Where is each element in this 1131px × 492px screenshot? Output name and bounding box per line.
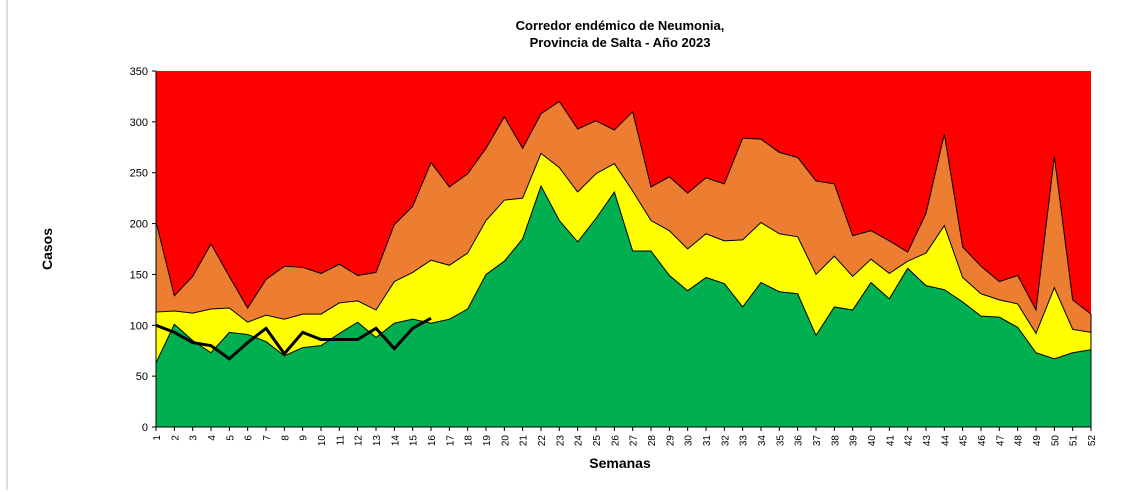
chart-title-line: Provincia de Salta - Año 2023 <box>530 35 711 50</box>
x-tick-label: 3 <box>189 435 200 441</box>
x-tick-label: 18 <box>464 435 475 447</box>
x-tick-label: 49 <box>1032 435 1043 447</box>
x-tick-label: 25 <box>592 435 603 447</box>
x-tick-label: 38 <box>830 435 841 447</box>
x-tick-label: 2 <box>170 435 181 441</box>
x-tick-label: 31 <box>702 435 713 447</box>
x-tick-label: 30 <box>684 435 695 447</box>
x-tick-label: 33 <box>739 435 750 447</box>
chart-title-line: Corredor endémico de Neumonia, <box>516 18 725 33</box>
x-tick-label: 52 <box>1087 435 1098 447</box>
x-tick-label: 6 <box>244 435 255 441</box>
x-tick-label: 32 <box>720 435 731 447</box>
x-tick-label: 48 <box>1014 435 1025 447</box>
x-tick-label: 39 <box>849 435 860 447</box>
x-tick-label: 14 <box>390 435 401 447</box>
x-tick-label: 44 <box>940 435 951 447</box>
y-tick-label: 150 <box>130 269 148 281</box>
x-tick-label: 37 <box>812 435 823 447</box>
x-tick-label: 10 <box>317 435 328 447</box>
x-tick-label: 40 <box>867 435 878 447</box>
line <box>155 316 432 361</box>
x-tick-label: 45 <box>959 435 970 447</box>
x-tick-label: 9 <box>299 435 310 441</box>
x-tick-label: 34 <box>757 435 768 447</box>
x-tick-label: 19 <box>482 435 493 447</box>
x-tick-label: 36 <box>794 435 805 447</box>
y-tick-label: 200 <box>130 219 148 231</box>
x-tick-label: 20 <box>500 435 511 447</box>
x-tick-label: 35 <box>775 435 786 447</box>
y-axis-title: Casos <box>39 228 55 270</box>
x-tick-label: 27 <box>629 435 640 447</box>
y-tick-label: 250 <box>130 168 148 180</box>
y-tick-label: 50 <box>136 371 148 383</box>
area <box>155 184 1092 428</box>
x-tick-label: 4 <box>207 435 218 441</box>
x-tick-label: 42 <box>904 435 915 447</box>
x-tick-label: 51 <box>1069 435 1080 447</box>
x-tick-label: 16 <box>427 435 438 447</box>
x-axis-title: Semanas <box>589 455 651 471</box>
x-tick-label: 7 <box>262 435 273 441</box>
y-tick-label: 300 <box>130 117 148 129</box>
x-tick-label: 13 <box>372 435 383 447</box>
x-tick-label: 43 <box>922 435 933 447</box>
x-tick-label: 5 <box>225 435 236 441</box>
x-tick-label: 17 <box>445 435 456 447</box>
x-tick-label: 8 <box>280 435 291 441</box>
x-tick-label: 50 <box>1050 435 1061 447</box>
x-tick-label: 24 <box>574 435 585 447</box>
x-tick-label: 1 <box>152 435 163 441</box>
x-tick-label: 28 <box>647 435 658 447</box>
x-tick-label: 26 <box>610 435 621 447</box>
x-tick-label: 22 <box>537 435 548 447</box>
x-tick-label: 12 <box>354 435 365 447</box>
x-tick-label: 11 <box>335 435 346 446</box>
x-tick-label: 29 <box>665 435 676 447</box>
x-tick-label: 23 <box>555 435 566 447</box>
y-tick-label: 100 <box>130 320 148 332</box>
y-tick-label: 0 <box>142 422 148 434</box>
x-tick-label: 47 <box>995 435 1006 447</box>
y-tick-label: 350 <box>130 66 148 78</box>
x-tick-label: 21 <box>519 435 530 447</box>
x-tick-label: 15 <box>409 435 420 447</box>
x-tick-label: 46 <box>977 435 988 447</box>
x-tick-label: 41 <box>885 435 896 447</box>
